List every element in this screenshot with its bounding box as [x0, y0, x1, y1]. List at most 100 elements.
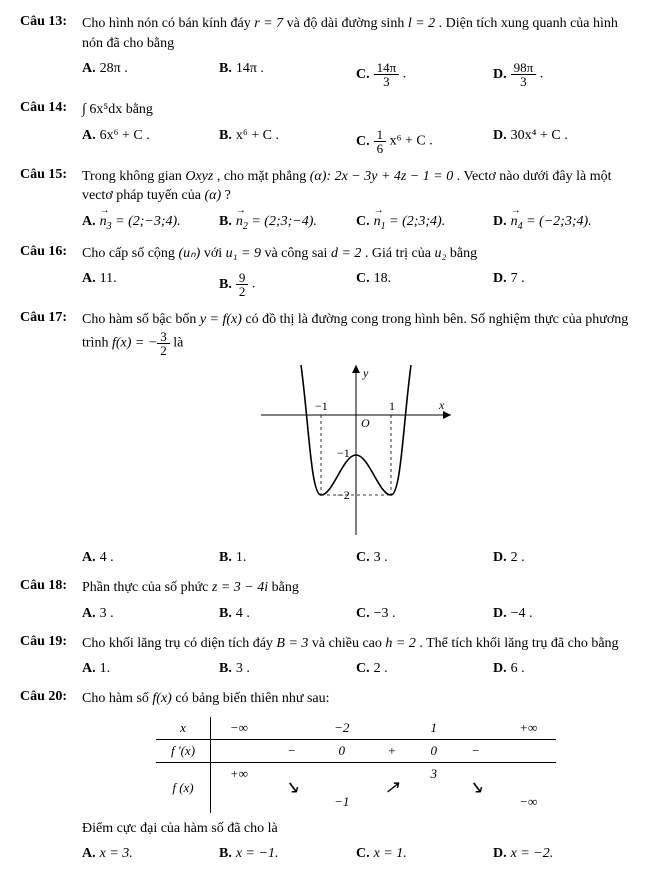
- q20-options: A.x = 3. B.x = −1. C.x = 1. D.x = −2.: [82, 844, 630, 864]
- label-b: B.: [219, 550, 232, 565]
- q17-b-val: 1.: [236, 550, 247, 565]
- q14-a-val: 6x⁶ + C .: [100, 128, 150, 143]
- q17-opt-c: C.3 .: [356, 548, 493, 568]
- q17-yfx: y = f(x): [200, 312, 242, 327]
- q15-body: Trong không gian Oxyz , cho mặt phẳng (α…: [82, 167, 630, 234]
- question-19: Câu 19: Cho khối lăng trụ có diện tích đ…: [20, 634, 630, 680]
- q16-a-val: 11.: [100, 271, 117, 286]
- q18-label: Câu 18:: [20, 578, 82, 624]
- arrow-down-icon: ↘: [284, 777, 299, 797]
- q13-stem-a: Cho hình nón có bán kính đáy: [82, 16, 254, 31]
- arrow-up-icon: ↗: [384, 777, 399, 797]
- q15-opt-a: A.n3 = (2;−3;4).: [82, 212, 219, 234]
- q17-body: Cho hàm số bậc bốn y = f(x) có đồ thị là…: [82, 310, 630, 568]
- q18-a: 3 .: [100, 606, 114, 621]
- q15-c-vec: n: [374, 214, 381, 229]
- q17-c-val: 3 .: [374, 550, 388, 565]
- q19-h: h = 2: [385, 636, 415, 651]
- label-b: B.: [219, 846, 232, 861]
- q15-options: A.n3 = (2;−3;4). B.n2 = (2;3;−4). C.n1 =…: [82, 212, 630, 234]
- q13-l: l = 2: [408, 16, 435, 31]
- q15-alpha: (α): 2x − 3y + 4z − 1 = 0: [310, 169, 454, 184]
- label-a: A.: [82, 271, 96, 286]
- q15-c-val: = (2;3;4).: [386, 214, 446, 229]
- q13-c-suf: .: [399, 67, 406, 82]
- label-d: D.: [493, 214, 507, 229]
- q16-b-den: 2: [236, 285, 249, 298]
- label-d: D.: [493, 67, 507, 82]
- q16-u1: u₁ = 9: [226, 246, 261, 261]
- q19-label: Câu 19:: [20, 634, 82, 680]
- q15-d-val: = (−2;3;4).: [523, 214, 592, 229]
- q15-alpha2: (α): [204, 188, 221, 203]
- q14-c-frac: 16: [374, 128, 387, 155]
- q17-stem: Cho hàm số bậc bốn y = f(x) có đồ thị là…: [82, 310, 630, 357]
- q20-stem: Cho hàm số f(x) có bảng biến thiên như s…: [82, 689, 630, 709]
- q16-sc: và công sai: [264, 246, 330, 261]
- q14-opt-b: B.x⁶ + C .: [219, 126, 356, 157]
- q19-sc: . Thể tích khối lăng trụ đã cho bằng: [419, 636, 618, 651]
- q18-b: 4 .: [236, 606, 250, 621]
- q13-c-num: 14π: [374, 61, 400, 75]
- q18-sa: Phần thực của số phức: [82, 580, 212, 595]
- q15-b-val: = (2;3;−4).: [248, 214, 317, 229]
- q17-opt-a: A.4 .: [82, 548, 219, 568]
- q19-sa: Cho khối lăng trụ có diện tích đáy: [82, 636, 276, 651]
- q14-c-den: 6: [374, 142, 387, 155]
- label-c: C.: [356, 214, 370, 229]
- q16-u2: u₂: [435, 246, 447, 261]
- tick-x-1: 1: [389, 399, 395, 413]
- label-a: A.: [82, 606, 96, 621]
- q20-opt-b: B.x = −1.: [219, 844, 356, 864]
- variation-table: x −∞ −2 1 +∞ f '(x) − 0 + 0 − f (x): [156, 717, 556, 813]
- vt-ninf: −∞: [211, 717, 267, 740]
- q20-c: x = 1.: [374, 846, 407, 861]
- question-18: Câu 18: Phần thực của số phức z = 3 − 4i…: [20, 578, 630, 624]
- q13-opt-a: A.28π .: [82, 59, 219, 90]
- q15-s-a: Trong không gian: [82, 169, 185, 184]
- q14-c-rest: x⁶ + C .: [386, 134, 433, 149]
- q16-un: (uₙ): [178, 246, 200, 261]
- q15-b-vec: n: [236, 214, 243, 229]
- q13-d-frac: 98π3: [511, 61, 537, 88]
- q13-d-num: 98π: [511, 61, 537, 75]
- q20-d: x = −2.: [511, 846, 554, 861]
- vt-z2: 0: [417, 739, 451, 762]
- q13-d-den: 3: [511, 75, 537, 88]
- q16-label: Câu 16:: [20, 244, 82, 301]
- vt-tl: +∞: [211, 762, 267, 813]
- q14-d-val: 30x⁴ + C .: [511, 128, 568, 143]
- label-c: C.: [356, 846, 370, 861]
- q17-opt-d: D.2 .: [493, 548, 630, 568]
- q18-opt-a: A. 3 .: [82, 604, 219, 624]
- q15-a-vec: n: [100, 214, 107, 229]
- q13-body: Cho hình nón có bán kính đáy r = 7 và độ…: [82, 14, 630, 90]
- vt-top: 3: [417, 762, 451, 813]
- tick-y-neg1: −1: [337, 446, 350, 460]
- q19-opt-d: D.6 .: [493, 659, 630, 679]
- label-a: A.: [82, 128, 96, 143]
- q18-opt-d: D.−4 .: [493, 604, 630, 624]
- q19-c: 2 .: [374, 661, 388, 676]
- q16-opt-a: A. 11.: [82, 269, 219, 300]
- q15-opt-b: B.n2 = (2;3;−4).: [219, 212, 356, 234]
- q20-opt-c: C. x = 1.: [356, 844, 493, 864]
- q13-stem-b: và độ dài đường sinh: [287, 16, 408, 31]
- origin-label: O: [361, 416, 370, 430]
- q19-b: 3 .: [236, 661, 250, 676]
- q16-stem: Cho cấp số cộng (uₙ) với u₁ = 9 và công …: [82, 244, 630, 264]
- q19-stem: Cho khối lăng trụ có diện tích đáy B = 3…: [82, 634, 630, 654]
- label-c: C.: [356, 271, 370, 286]
- q16-body: Cho cấp số cộng (uₙ) với u₁ = 9 và công …: [82, 244, 630, 301]
- q13-c-den: 3: [374, 75, 400, 88]
- q16-opt-b: B.92 .: [219, 269, 356, 300]
- q14-opt-a: A. 6x⁶ + C .: [82, 126, 219, 157]
- vt-s2: +: [367, 739, 417, 762]
- q20-opt-a: A.x = 3.: [82, 844, 219, 864]
- q19-opt-c: C.2 .: [356, 659, 493, 679]
- q13-a-val: 28π .: [100, 61, 128, 76]
- tick-y-neg2: −2: [337, 488, 350, 502]
- q19-B: B = 3: [276, 636, 308, 651]
- label-d: D.: [493, 661, 507, 676]
- q17-opt-b: B. 1.: [219, 548, 356, 568]
